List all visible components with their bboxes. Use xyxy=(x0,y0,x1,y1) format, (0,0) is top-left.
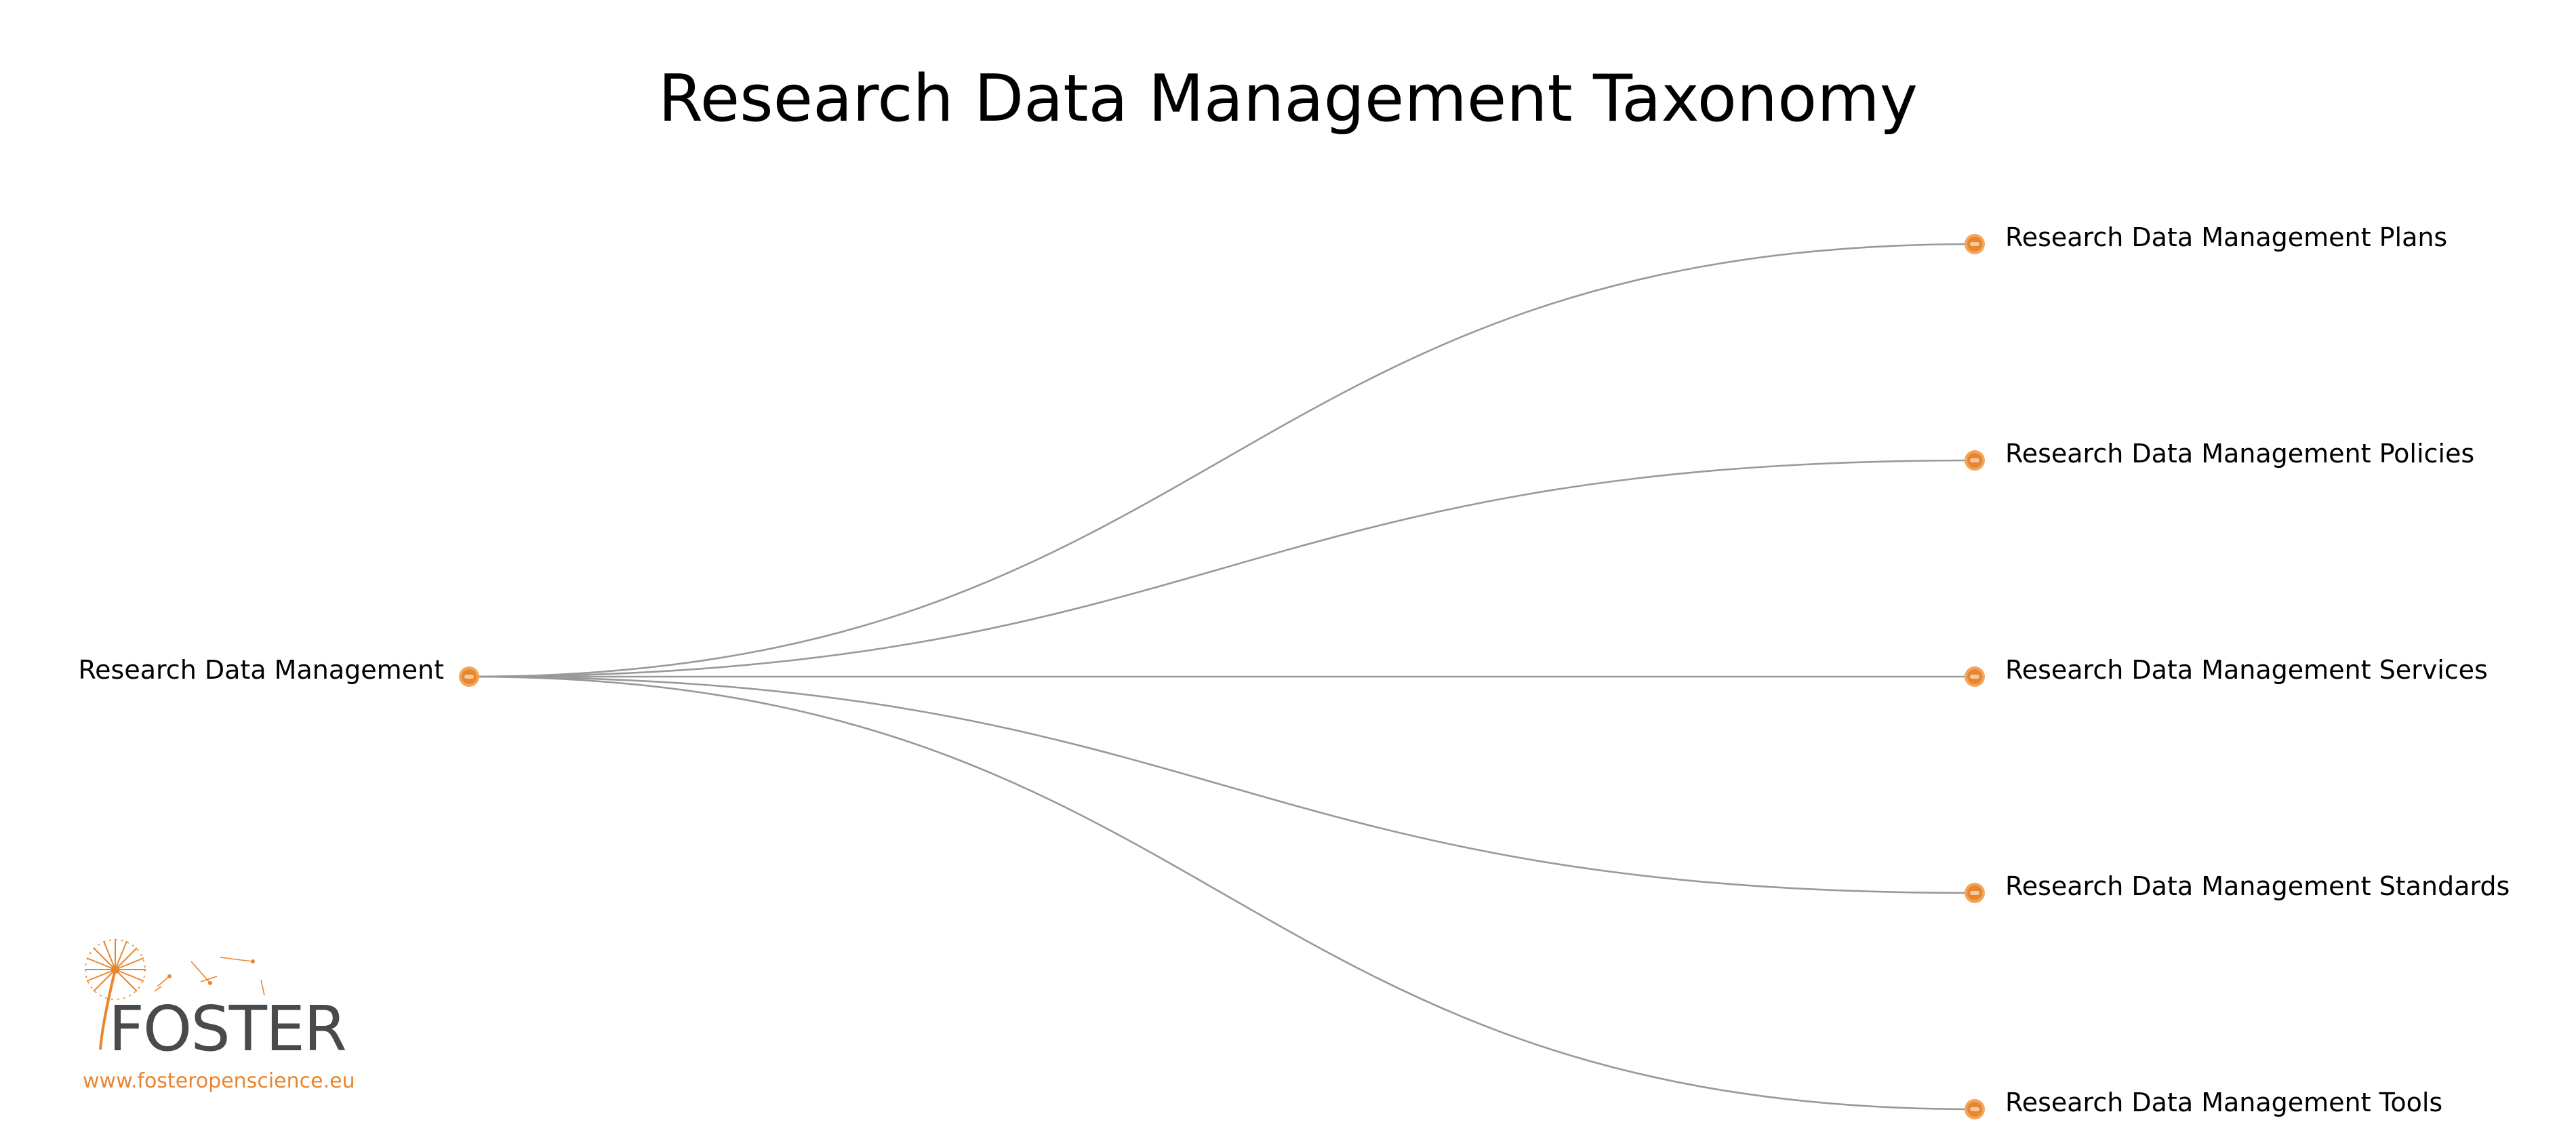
child-node-plans[interactable]: Research Data Management Plans xyxy=(1965,222,2447,254)
diagram-title: Research Data Management Taxonomy xyxy=(658,62,1918,136)
tree-link xyxy=(468,459,1975,678)
tree-link xyxy=(468,675,1975,894)
root-node[interactable]: Research Data Management xyxy=(78,655,479,687)
logo-wordmark: FOSTER xyxy=(108,993,346,1065)
tree-link xyxy=(468,243,1975,678)
tree-link xyxy=(468,675,1975,1111)
child-node-label: Research Data Management Policies xyxy=(2005,439,2474,469)
child-node-services[interactable]: Research Data Management Services xyxy=(1965,655,2488,687)
root-node-label: Research Data Management xyxy=(78,655,444,685)
child-node-policies[interactable]: Research Data Management Policies xyxy=(1965,439,2474,471)
tree-links xyxy=(468,243,1975,1111)
child-node-label: Research Data Management Tools xyxy=(2005,1088,2442,1117)
child-node-standards[interactable]: Research Data Management Standards xyxy=(1965,871,2510,903)
child-node-label: Research Data Management Plans xyxy=(2005,222,2447,252)
dandelion-icon xyxy=(85,939,265,1050)
child-node-tools[interactable]: Research Data Management Tools xyxy=(1965,1088,2442,1119)
child-node-label: Research Data Management Services xyxy=(2005,655,2488,685)
child-node-label: Research Data Management Standards xyxy=(2005,871,2510,901)
logo-url[interactable]: www.fosteropenscience.eu xyxy=(83,1069,355,1093)
foster-logo: FOSTER www.fosteropenscience.eu xyxy=(83,939,355,1093)
